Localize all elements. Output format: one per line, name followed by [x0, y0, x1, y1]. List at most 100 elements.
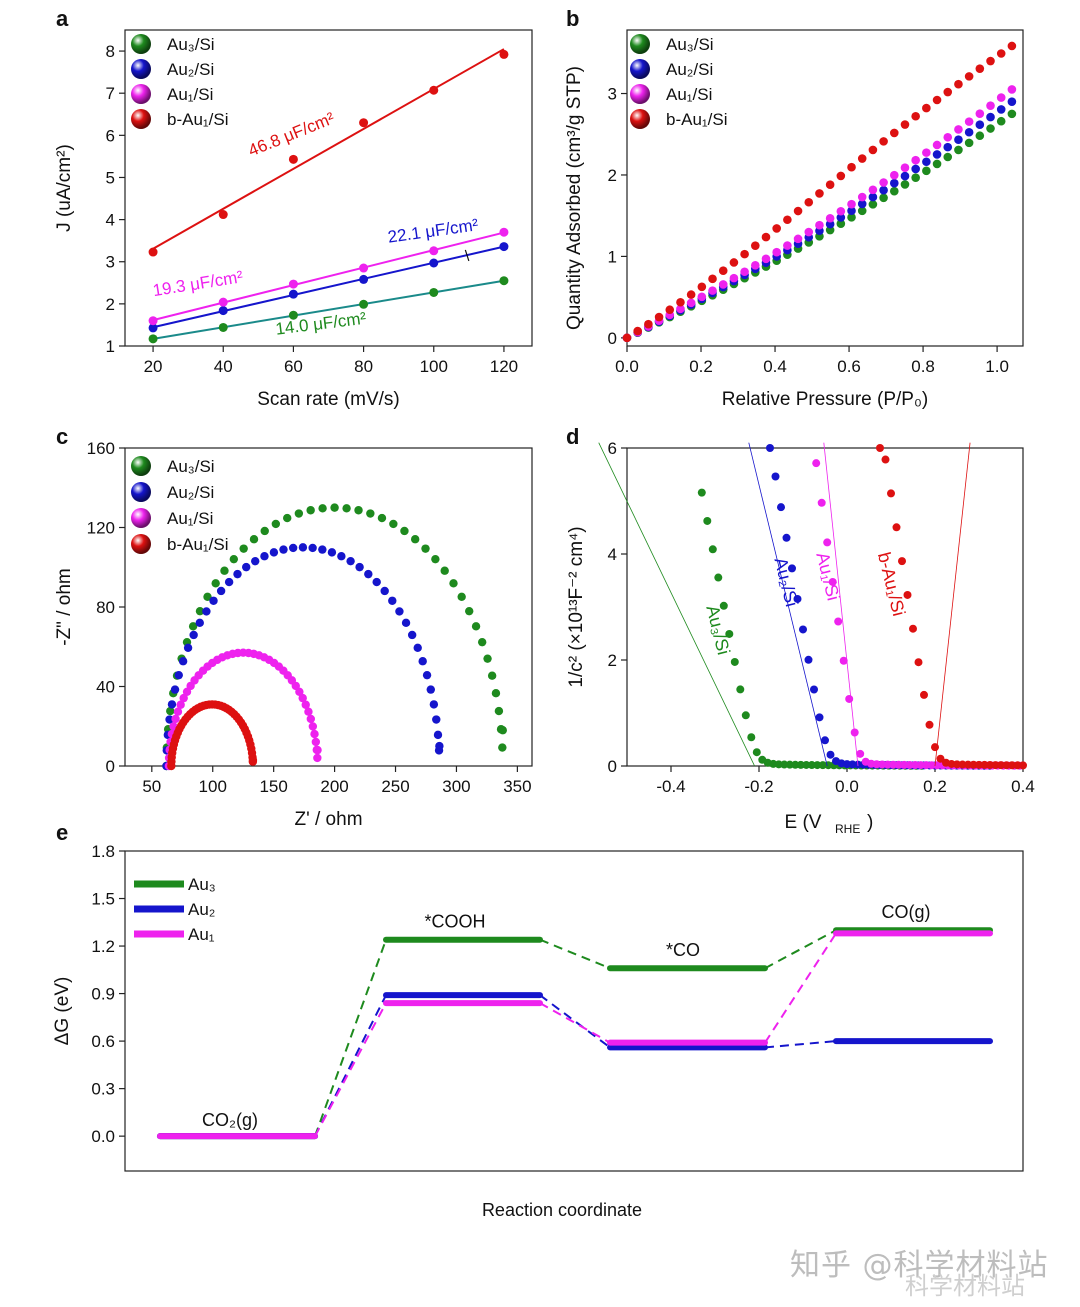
data-point: [825, 225, 835, 235]
data-point: [804, 227, 814, 237]
data-point: [165, 715, 174, 724]
data-point: [823, 538, 832, 547]
state-label: *COOH: [424, 912, 485, 932]
data-point: [355, 562, 364, 572]
data-point: [1002, 761, 1011, 770]
data-point: [887, 489, 895, 498]
data-point: [911, 155, 920, 165]
y-tick-label: 0.6: [91, 1032, 115, 1051]
legend-label: Au₃/Si: [167, 457, 215, 476]
x-tick-label: -0.2: [744, 777, 773, 796]
data-point: [900, 163, 910, 173]
data-point: [330, 503, 339, 512]
connector: [314, 1002, 387, 1137]
data-point: [491, 689, 501, 698]
annotation: 19.3 μF/cm²: [151, 267, 244, 300]
data-point: [308, 543, 317, 553]
data-point: [170, 685, 180, 694]
data-point: [876, 444, 884, 452]
plot-frame: [124, 850, 1024, 1172]
data-point: [804, 197, 814, 207]
legend-marker: [131, 84, 151, 104]
x-tick-label: 150: [259, 777, 287, 796]
data-point: [401, 618, 411, 628]
plot-frame: [626, 447, 1024, 767]
data-point: [881, 455, 890, 464]
fit-line: [934, 442, 971, 767]
x-axis-label: Reaction coordinate: [482, 1200, 642, 1220]
data-point: [174, 670, 183, 680]
data-point: [622, 333, 632, 343]
data-point: [499, 276, 509, 286]
data-point: [879, 185, 888, 195]
data-point: [922, 761, 931, 770]
y-axis-label: Quantity Adsorbed (cm³/g STP): [564, 66, 585, 330]
data-point: [148, 247, 158, 257]
data-point: [818, 761, 827, 770]
data-point: [975, 109, 985, 118]
data-point: [834, 617, 843, 626]
data-point: [224, 577, 234, 587]
data-point: [260, 552, 269, 561]
data-point: [407, 630, 417, 640]
data-point: [380, 586, 389, 596]
data-point: [845, 694, 854, 703]
legend-marker: [630, 84, 650, 104]
legend-label: Au₁: [188, 925, 215, 944]
x-tick-label: 120: [490, 357, 518, 376]
data-point: [676, 304, 685, 314]
data-point: [269, 548, 279, 557]
data-point: [188, 622, 198, 631]
legend-marker: [630, 34, 650, 54]
data-point: [996, 105, 1006, 114]
data-point: [793, 594, 802, 603]
data-point: [900, 120, 910, 129]
data-point: [337, 552, 346, 561]
data-point: [975, 64, 985, 73]
connector: [314, 994, 387, 1137]
legend-marker: [131, 59, 151, 79]
data-point: [815, 220, 824, 230]
data-point: [499, 227, 509, 237]
data-point: [964, 127, 974, 137]
y-tick-label: 7: [106, 84, 115, 103]
annotation-arrow: [464, 249, 470, 262]
connector: [539, 994, 611, 1049]
data-point: [954, 125, 963, 134]
data-point: [730, 657, 739, 666]
data-point: [173, 707, 183, 716]
data-point: [429, 85, 439, 95]
data-point: [1019, 761, 1027, 770]
data-point: [279, 545, 288, 554]
state-label: CO(g): [882, 902, 931, 922]
data-point: [1007, 85, 1017, 94]
y-tick-label: 1.8: [91, 842, 115, 861]
data-point: [772, 247, 781, 257]
plot-frame: [124, 29, 533, 347]
data-point: [964, 72, 974, 81]
data-point: [218, 306, 228, 316]
state-label: CO₂(g): [202, 1110, 258, 1130]
x-tick-label: 80: [354, 357, 373, 376]
legend-marker: [131, 34, 151, 54]
legend-label: Au₁/Si: [167, 509, 213, 528]
data-point: [943, 87, 953, 97]
y-tick-label: 1: [608, 247, 617, 266]
data-point: [233, 569, 242, 579]
data-point: [686, 298, 696, 308]
data-point: [697, 488, 706, 497]
data-point: [718, 266, 728, 276]
data-point: [761, 232, 771, 242]
data-point: [288, 279, 298, 289]
data-point: [342, 504, 351, 513]
legend-label: Au₂/Si: [666, 60, 713, 79]
data-point: [889, 128, 899, 138]
data-point: [421, 544, 430, 553]
data-point: [943, 132, 953, 142]
legend-label: Au₂/Si: [167, 483, 214, 502]
data-point: [804, 655, 813, 664]
y-tick-label: 80: [96, 598, 115, 617]
data-point: [903, 590, 912, 599]
data-point: [825, 219, 835, 229]
panel-letter: a: [56, 6, 69, 31]
